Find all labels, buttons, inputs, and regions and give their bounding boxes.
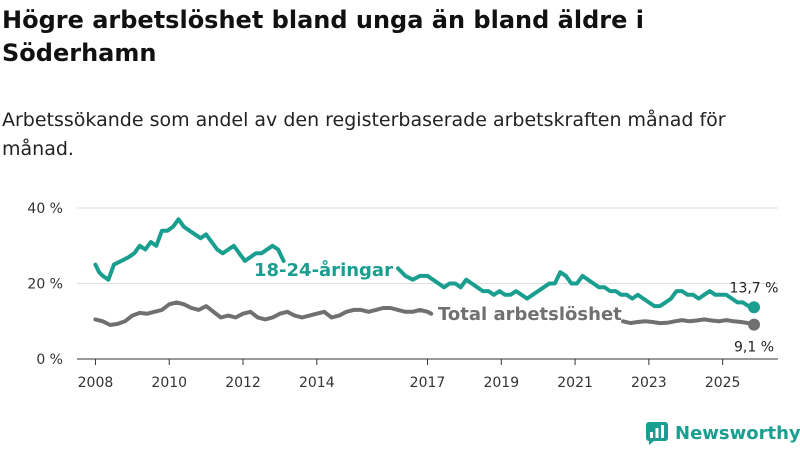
series-line-total-segment-2 [621, 317, 756, 327]
series-line-youth-segment-2 [396, 266, 756, 310]
x-tick-label: 2008 [78, 375, 114, 391]
x-tick-label: 2017 [410, 375, 446, 391]
x-tick-label: 2012 [225, 375, 261, 391]
grid-lines [77, 207, 778, 284]
x-tick-label: 2014 [299, 375, 335, 391]
brand-name: Newsworthy [675, 422, 800, 444]
y-tick-label: 0 % [36, 352, 63, 368]
end-point-total [748, 318, 761, 331]
series-label-total: Total arbetslöshet [438, 304, 622, 325]
axes: 0 % 20 % 40 % 2008 2010 2012 2014 2017 2019 2021 2… [27, 201, 778, 391]
end-value-label-youth: 13,7 % [730, 280, 779, 296]
x-tick-label: 2025 [705, 375, 741, 391]
series-line-youth-segment-1 [93, 217, 286, 282]
x-tick-label: 2023 [631, 375, 667, 391]
y-tick-label: 20 % [27, 277, 63, 293]
x-tick-label: 2010 [151, 375, 187, 391]
x-tick-label: 2019 [483, 375, 519, 391]
chart-title: Högre arbetslöshet bland unga än bland ä… [2, 6, 644, 67]
chart-subtitle: Arbetssökande som andel av den registerb… [2, 109, 726, 160]
x-tick-label: 2021 [557, 375, 593, 391]
y-tick-label: 40 % [27, 201, 63, 217]
labels: 18-24-åringar Total arbetslöshet 13,7 % 9,1… [254, 259, 778, 356]
end-value-label-total: 9,1 % [734, 340, 774, 356]
brand-logo: Newsworthy [645, 420, 800, 446]
end-point-youth [748, 301, 761, 314]
newsworthy-logo-icon [646, 422, 668, 445]
series-lines [93, 217, 761, 331]
series-line-total-segment-1 [93, 300, 434, 327]
series-label-youth: 18-24-åringar [254, 259, 393, 281]
